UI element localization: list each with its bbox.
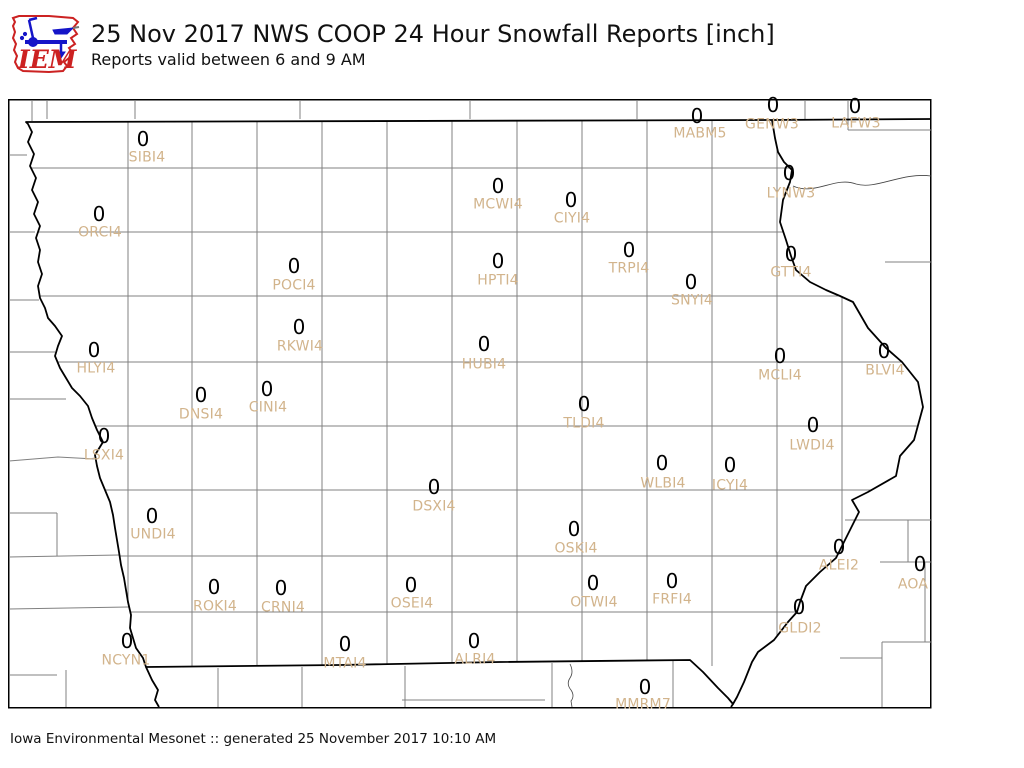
station-id-label: OTWI4: [570, 594, 618, 611]
station-id-label: GENW3: [745, 116, 799, 133]
station-value: 0: [848, 94, 862, 119]
station-value: 0: [832, 535, 846, 560]
station-id-label: SIBI4: [128, 149, 166, 166]
station-id-label: OSKI4: [554, 540, 598, 557]
station-value: 0: [586, 571, 600, 596]
station-id-label: POCI4: [272, 277, 316, 294]
station-value: 0: [92, 202, 106, 227]
station-value: 0: [194, 383, 208, 408]
weather-vane-icon: [19, 16, 80, 59]
station-id-label: OSEI4: [390, 595, 434, 612]
station-id-label: CRNI4: [260, 599, 306, 616]
station-id-label: UNDI4: [130, 526, 176, 543]
station-value: 0: [120, 629, 134, 654]
station-id-label: AOA: [897, 576, 929, 593]
station-id-label: MABM5: [673, 125, 727, 142]
station-value: 0: [427, 475, 441, 500]
footer-credit: Iowa Environmental Mesonet :: generated …: [10, 731, 497, 747]
station-value: 0: [577, 392, 591, 417]
station-id-label: TRPI4: [608, 260, 650, 277]
station-id-label: GTTI4: [770, 264, 812, 281]
station-value: 0: [665, 569, 679, 594]
station-id-label: ROKI4: [193, 598, 237, 615]
station-id-label: LWDI4: [789, 437, 835, 454]
station-value: 0: [491, 249, 505, 274]
station-value: 0: [690, 104, 704, 129]
page-subtitle: Reports valid between 6 and 9 AM: [91, 50, 366, 69]
station-value: 0: [564, 188, 578, 213]
station-value: 0: [338, 632, 352, 657]
map-border: [8, 99, 932, 709]
station-id-label: SNYI4: [671, 292, 713, 309]
station-value: 0: [87, 338, 101, 363]
station-id-label: ICYI4: [711, 477, 749, 494]
station-id-label: MCLI4: [758, 367, 802, 384]
station-id-label: TLDI4: [563, 415, 605, 432]
station-id-label: CINI4: [248, 399, 288, 416]
neighbor-county-lines: [8, 101, 931, 707]
iowa-state-outline: [25, 118, 932, 708]
station-value: 0: [877, 339, 891, 364]
station-id-label: ORCI4: [78, 224, 122, 241]
station-value: 0: [567, 517, 581, 542]
iem-logo: IEM: [11, 15, 80, 74]
station-value: 0: [260, 377, 274, 402]
station-id-label: RKWI4: [276, 338, 324, 355]
station-id-label: HLYI4: [76, 360, 116, 377]
station-id-label: DNSI4: [178, 406, 224, 423]
station-id-label: GLDI2: [778, 620, 822, 637]
station-id-label: FRFI4: [652, 591, 692, 608]
station-id-label: MMRM7: [615, 696, 671, 713]
station-value: 0: [477, 332, 491, 357]
station-id-label: CIYI4: [553, 210, 591, 227]
station-id-label: MCWI4: [473, 196, 523, 213]
station-value: 0: [145, 504, 159, 529]
station-id-label: LAFW3: [831, 115, 881, 132]
station-value: 0: [622, 238, 636, 263]
station-value: 0: [773, 344, 787, 369]
station-id-label: LYNW3: [766, 185, 816, 202]
river-lines: [567, 175, 932, 708]
station-id-label: ALRI4: [454, 651, 496, 668]
station-value: 0: [491, 174, 505, 199]
station-id-label: NCYN1: [101, 652, 151, 669]
station-value: 0: [655, 451, 669, 476]
logo-text: IEM: [17, 45, 78, 74]
station-id-label: LSXI4: [83, 447, 125, 464]
station-id-label: DSXI4: [412, 498, 456, 515]
station-value: 0: [782, 161, 796, 186]
station-value: 0: [784, 242, 798, 267]
station-value: 0: [723, 453, 737, 478]
header: IEM 25 Nov 2017 NWS COOP 24 Hour Snowfal…: [0, 0, 1024, 95]
station-value: 0: [97, 424, 111, 449]
station-value: 0: [207, 575, 221, 600]
station-value: 0: [913, 552, 927, 577]
station-value: 0: [638, 675, 652, 700]
station-value: 0: [404, 573, 418, 598]
station-value: 0: [792, 595, 806, 620]
station-value: 0: [467, 629, 481, 654]
page-title: 25 Nov 2017 NWS COOP 24 Hour Snowfall Re…: [91, 20, 775, 48]
station-id-label: HUBI4: [461, 356, 507, 373]
station-value: 0: [292, 315, 306, 340]
station-value: 0: [136, 127, 150, 152]
station-id-label: BLVI4: [865, 362, 905, 379]
station-id-label: HPTI4: [477, 272, 519, 289]
station-value: 0: [684, 270, 698, 295]
county-grid: [26, 120, 923, 666]
station-value: 0: [287, 254, 301, 279]
station-id-label: WLBI4: [640, 475, 686, 492]
station-value: 0: [766, 93, 780, 118]
station-id-label: MTAI4: [323, 655, 367, 672]
station-value: 0: [806, 413, 820, 438]
station-value: 0: [274, 576, 288, 601]
station-id-label: ALEI2: [818, 557, 860, 574]
